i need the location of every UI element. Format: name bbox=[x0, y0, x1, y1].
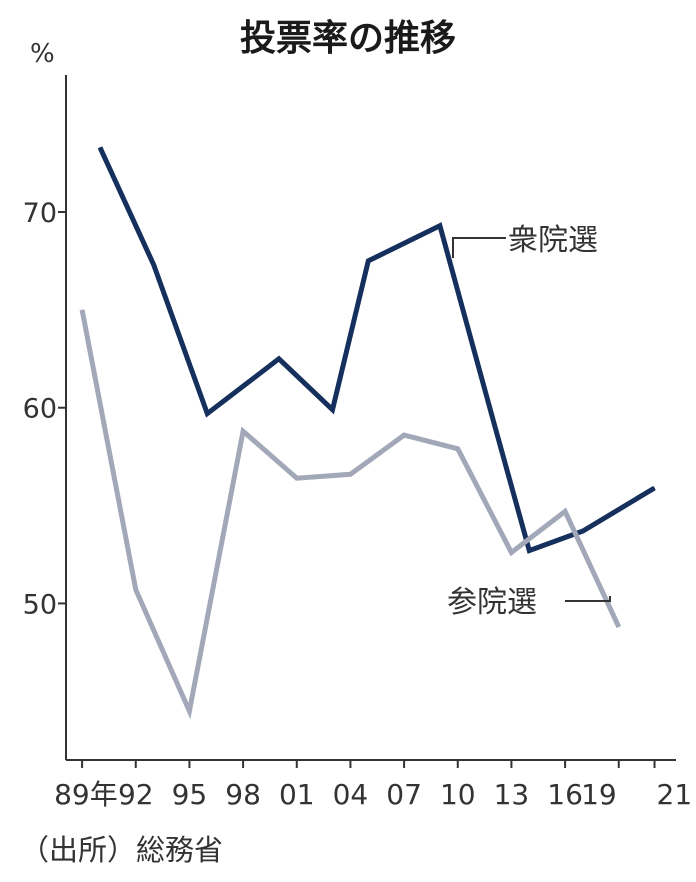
y-ticks: 70 60 50 bbox=[23, 198, 66, 620]
axes bbox=[65, 75, 676, 761]
sanin-data-point bbox=[242, 430, 244, 432]
x-tick-label: 98 bbox=[225, 778, 261, 811]
shuuin-data-point bbox=[153, 264, 155, 266]
x-tick-label: 13 bbox=[494, 778, 530, 811]
shuuin-data-point bbox=[206, 413, 208, 415]
x-tick-label: 89年 bbox=[54, 778, 118, 811]
y-tick-label: 50 bbox=[23, 589, 57, 620]
sanin-leader-line bbox=[565, 596, 611, 602]
shuuin-data-point bbox=[654, 487, 656, 489]
sanin-data-point bbox=[349, 473, 351, 475]
shuuin-data-point bbox=[278, 358, 280, 360]
x-tick-label: 01 bbox=[279, 778, 315, 811]
sanin-data-point bbox=[296, 477, 298, 479]
shuuin-label: 衆院選 bbox=[508, 223, 598, 258]
shuuin-data-point bbox=[367, 260, 369, 262]
shuuin-data-point bbox=[332, 409, 334, 411]
sanin-data-point bbox=[135, 589, 137, 591]
y-axis-unit: % bbox=[30, 39, 55, 69]
x-tick-label: 04 bbox=[333, 778, 369, 811]
sanin-data-point bbox=[510, 552, 512, 554]
y-tick-label: 70 bbox=[23, 198, 57, 229]
sanin-data-point bbox=[81, 309, 83, 311]
shuuin-leader-line bbox=[452, 237, 506, 258]
x-tick-label: 21 bbox=[657, 778, 693, 811]
shuuin-data-point bbox=[582, 530, 584, 532]
sanin-data-point bbox=[403, 434, 405, 436]
sanin-data-point bbox=[457, 448, 459, 450]
x-tick-label: 16 bbox=[547, 778, 583, 811]
sanin-data-point bbox=[618, 626, 620, 628]
series-lines bbox=[79, 146, 656, 720]
x-tick-label: 92 bbox=[118, 778, 154, 811]
x-tick-label: 10 bbox=[440, 778, 476, 811]
shuuin-data-point bbox=[528, 550, 530, 552]
shuuin-data-point bbox=[99, 146, 101, 148]
shuuin-data-point bbox=[439, 225, 441, 227]
sanin-label: 参院選 bbox=[447, 585, 537, 620]
source-note: （出所）総務省 bbox=[20, 833, 223, 867]
x-tick-label: 19 bbox=[581, 778, 617, 811]
sanin-data-point bbox=[188, 710, 190, 712]
sanin-label-group: 参院選 bbox=[447, 585, 611, 620]
x-tick-label: 07 bbox=[386, 778, 422, 811]
x-tick-label: 95 bbox=[172, 778, 208, 811]
shuuin-label-group: 衆院選 bbox=[452, 223, 598, 258]
chart-title: 投票率の推移 bbox=[240, 18, 456, 59]
shuuin-series-line bbox=[97, 146, 656, 554]
shuuin-data-point bbox=[493, 420, 495, 422]
sanin-data-point bbox=[564, 510, 566, 512]
sanin-series-line bbox=[79, 309, 622, 720]
y-tick-label: 60 bbox=[23, 394, 57, 425]
